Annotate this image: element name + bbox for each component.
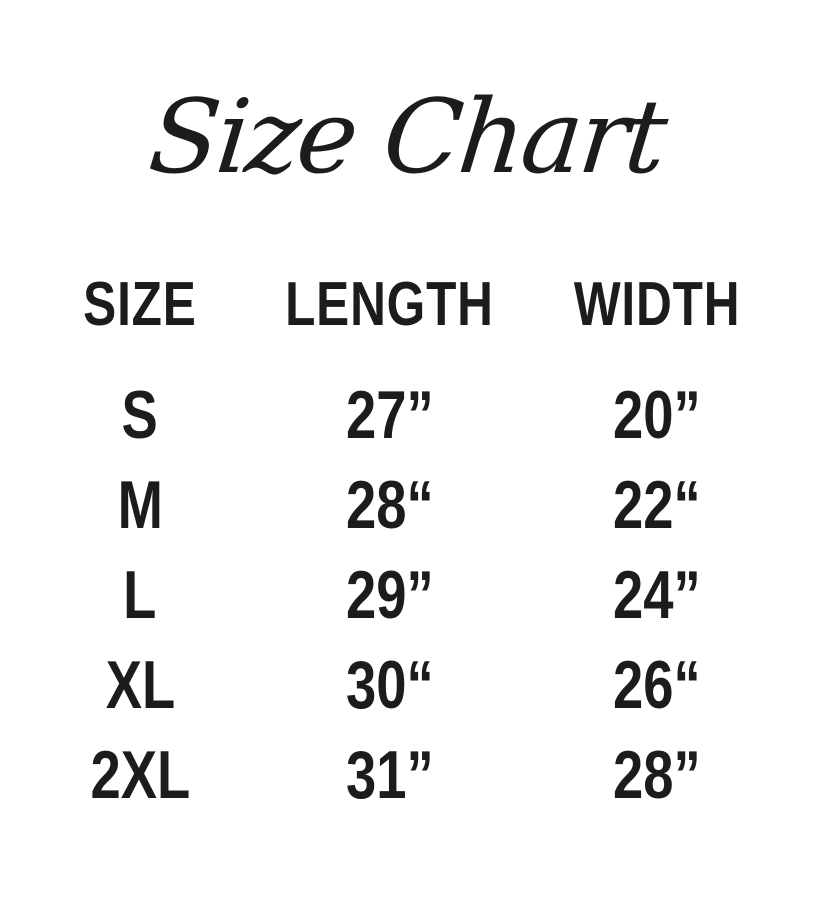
size-cell: 2XL [0, 730, 280, 820]
size-cell: M [0, 460, 280, 550]
length-value: 27” [346, 377, 434, 453]
table-row-s: S 27” 20” [0, 370, 814, 460]
column-header-size: SIZE [0, 264, 280, 344]
column-header-width-label: WIDTH [573, 269, 741, 339]
table-row-m: M 28“ 22“ [0, 460, 814, 550]
length-cell: 30“ [280, 640, 500, 730]
width-value: 20” [613, 377, 701, 453]
column-header-length: LENGTH [280, 264, 500, 344]
table-row-2xl: 2XL 31” 28” [0, 730, 814, 820]
column-header-size-label: SIZE [83, 269, 197, 339]
size-cell: S [0, 370, 280, 460]
size-cell: XL [0, 640, 280, 730]
length-cell: 31” [280, 730, 500, 820]
length-value: 29” [346, 557, 434, 633]
width-cell: 28” [500, 730, 814, 820]
width-cell: 24” [500, 550, 814, 640]
size-cell: L [0, 550, 280, 640]
size-value: L [123, 557, 157, 633]
size-value: 2XL [90, 737, 190, 813]
table-header-row: SIZE LENGTH WIDTH [0, 264, 814, 344]
size-value: S [121, 377, 159, 453]
size-value: M [117, 467, 163, 543]
length-value: 28“ [346, 467, 434, 543]
length-value: 31” [346, 737, 434, 813]
width-value: 22“ [613, 467, 701, 543]
width-value: 26“ [613, 647, 701, 723]
length-cell: 28“ [280, 460, 500, 550]
width-cell: 20” [500, 370, 814, 460]
length-cell: 27” [280, 370, 500, 460]
length-value: 30“ [346, 647, 434, 723]
table-row-l: L 29” 24” [0, 550, 814, 640]
width-cell: 26“ [500, 640, 814, 730]
size-table: SIZE LENGTH WIDTH S 27” 20” M [0, 264, 814, 820]
size-value: XL [105, 647, 175, 723]
width-value: 28” [613, 737, 701, 813]
length-cell: 29” [280, 550, 500, 640]
page-title: Size Chart [144, 77, 670, 197]
width-value: 24” [613, 557, 701, 633]
table-row-xl: XL 30“ 26“ [0, 640, 814, 730]
column-header-length-label: LENGTH [285, 269, 495, 339]
column-header-width: WIDTH [500, 264, 814, 344]
width-cell: 22“ [500, 460, 814, 550]
